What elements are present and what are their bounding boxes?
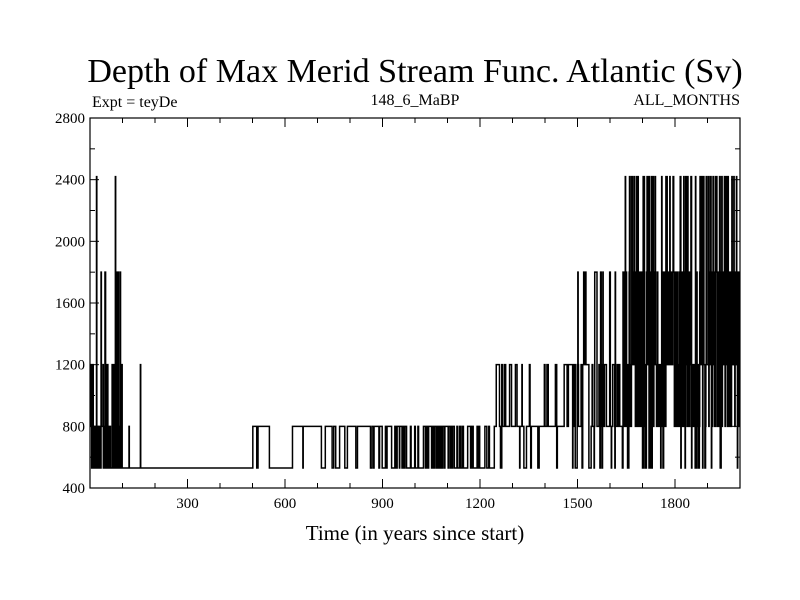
x-tick-label: 900 [371,496,394,512]
series-group [89,175,740,469]
x-tick-label: 1800 [660,496,690,512]
y-tick-label: 400 [63,481,86,497]
subtitle-center: 148_6_MaBP [371,92,460,109]
series-line-0 [89,175,740,469]
y-tick-label: 2400 [55,173,85,189]
subtitle-right: ALL_MONTHS [633,92,740,109]
x-tick-label: 600 [274,496,297,512]
x-axis-label: Time (in years since start) [306,521,525,545]
y-tick-label: 1200 [55,358,85,374]
y-tick-label: 800 [63,419,86,435]
x-tick-label: 1200 [465,496,495,512]
plot-frame [89,117,741,489]
y-tick-label: 1600 [55,296,85,312]
x-tick-label: 1500 [563,496,593,512]
subtitle-left: Expt = teyDe [92,94,177,111]
y-tick-label: 2800 [55,111,85,127]
x-tick-label: 300 [176,496,199,512]
chart-title: Depth of Max Merid Stream Func. Atlantic… [87,53,742,90]
y-tick-label: 2000 [55,234,85,250]
